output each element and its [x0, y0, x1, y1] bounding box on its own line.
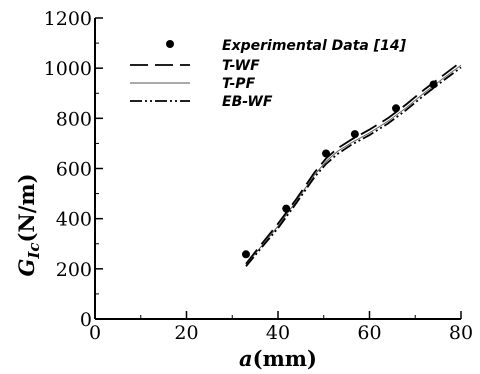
x-tick-label: 40 — [266, 322, 290, 344]
series-line-t-wf — [245, 61, 462, 265]
y-tick-label: 400 — [56, 209, 92, 231]
legend-label-experimental-data-14: Experimental Data [14] — [222, 38, 407, 54]
y-axis-ticks: 0 200 400 600 800 1000 1200 — [44, 8, 103, 331]
y-tick-label: 200 — [56, 259, 92, 281]
series-points — [241, 80, 438, 259]
data-point-experimental — [350, 130, 359, 139]
y-tick-label: 0 — [80, 309, 92, 331]
x-tick-label: 20 — [174, 322, 198, 344]
x-tick-label: 60 — [357, 322, 381, 344]
legend-label-t-pf: T-PF — [222, 76, 256, 92]
data-point-experimental — [392, 104, 401, 113]
series-line-eb-wf — [245, 66, 462, 267]
x-axis-title: a(mm) — [239, 346, 317, 371]
axes — [94, 18, 461, 320]
legend-marker-experimental-data-14 — [166, 40, 174, 48]
y-tick-label: 1000 — [44, 58, 92, 80]
x-tick-label: 80 — [449, 322, 473, 344]
y-axis-title: GIc(N/m) — [14, 173, 43, 276]
data-point-experimental — [429, 80, 438, 89]
y-axis-title-group: GIc(N/m) — [14, 173, 43, 276]
y-tick-label: 800 — [56, 108, 92, 130]
y-tick-label: 1200 — [44, 8, 92, 30]
data-point-experimental — [322, 149, 331, 158]
series-line-t-pf — [245, 64, 462, 266]
x-axis-ticks: 0 20 40 60 80 — [89, 311, 473, 344]
series-lines — [245, 61, 462, 267]
data-point-experimental — [241, 250, 250, 259]
y-tick-label: 600 — [56, 159, 92, 181]
x-tick-label: 0 — [89, 322, 101, 344]
legend-label-eb-wf: EB-WF — [222, 94, 273, 110]
data-point-experimental — [282, 204, 291, 213]
legend-label-t-wf: T-WF — [222, 58, 260, 74]
legend: Experimental Data [14] T-WF T-PF EB-WF — [130, 38, 407, 110]
